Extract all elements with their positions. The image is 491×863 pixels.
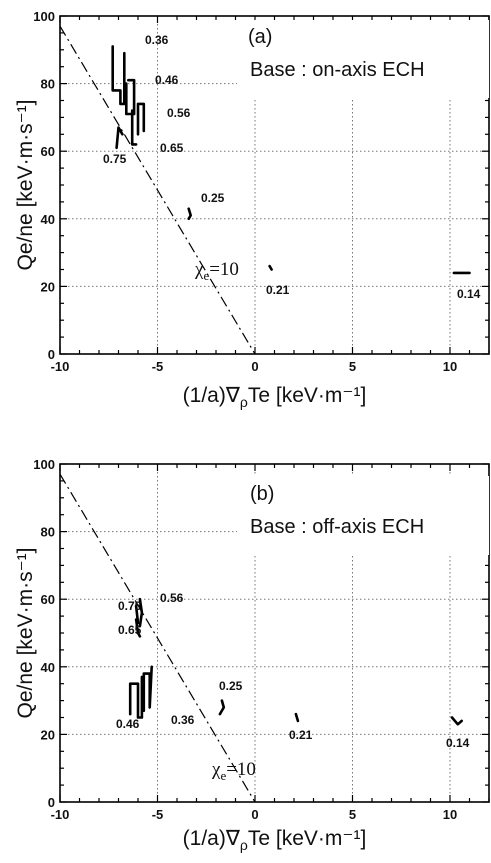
series-0.65 [130,109,138,146]
x-tick-label: -5 [152,807,164,822]
x-tick-label: -10 [51,807,70,822]
series-label-0.14: 0.14 [446,736,470,750]
series-0.75 [134,604,140,625]
series-label-0.25: 0.25 [201,191,225,205]
series-label-0.46: 0.46 [155,73,179,87]
x-tick-label: 0 [251,807,258,822]
series-0.21 [268,264,273,271]
chart-panel-a: -10 -5 0 5 10020406080100χe=100.360.460.560.… [14,9,490,410]
x-tick-label: 5 [349,807,356,822]
y-tick-label: 60 [41,592,55,607]
x-tick-label: -10 [51,359,70,374]
panel-label: (b) [250,483,274,505]
series-0.56 [136,102,146,136]
y-tick-label: 20 [41,279,55,294]
series-label-0.21: 0.21 [266,283,290,297]
x-tick-label: 10 [443,359,457,374]
series-0.75 [115,126,124,150]
series-0.14 [450,716,464,726]
series-label-0.14: 0.14 [457,287,481,301]
title-box [237,20,489,98]
chi-e-reference-line [59,25,256,355]
x-tick-label: 10 [443,807,457,822]
series-0.25 [218,699,226,716]
y-tick-label: 40 [41,660,55,675]
y-tick-label: 100 [33,9,55,24]
y-tick-label: 80 [41,77,55,92]
y-tick-label: 0 [48,347,55,362]
series-label-0.21: 0.21 [289,728,313,742]
series-label-0.65: 0.65 [160,141,184,155]
series-0.56 [138,597,144,628]
series-0.21 [294,712,300,723]
series-label-0.36: 0.36 [145,33,169,47]
series-label-0.75: 0.75 [103,152,127,166]
x-axis-title: (1/a)∇ρTe [keV·m⁻¹] [183,827,367,853]
title-box [237,476,489,555]
chart-panel-b: -10 -5 0 5 10020406080100χe=100.750.560.650.… [14,457,490,853]
series-0.46 [128,675,144,719]
x-tick-label: 0 [251,359,258,374]
x-tick-label: 5 [349,359,356,374]
series-label-0.56: 0.56 [160,591,184,605]
series-0.36 [111,45,126,106]
panel-label: (a) [248,26,272,48]
y-tick-label: 40 [41,212,55,227]
series-label-0.56: 0.56 [167,106,191,120]
y-axis-title: Qe/ne [keV·m·s⁻¹] [14,548,37,719]
chart-title: Base : off-axis ECH [250,516,424,538]
series-label-0.65: 0.65 [118,623,142,637]
series-label-0.36: 0.36 [171,713,195,727]
y-tick-label: 80 [41,525,55,540]
x-axis-title: (1/a)∇ρTe [keV·m⁻¹] [183,384,367,410]
chi-e-reference-line [59,473,256,803]
y-axis-title: Qe/ne [keV·m·s⁻¹] [14,100,37,271]
series-label-0.46: 0.46 [116,717,140,731]
y-tick-label: 60 [41,144,55,159]
y-tick-label: 0 [48,795,55,810]
y-tick-label: 20 [41,727,55,742]
series-0.46 [125,78,136,116]
series-0.65 [134,618,142,638]
chi-e-label: χe=10 [211,759,256,783]
y-tick-label: 100 [33,457,55,472]
series-label-0.75: 0.75 [118,599,142,613]
series-0.36 [142,665,153,713]
chart-title: Base : on-axis ECH [250,59,425,81]
series-label-0.25: 0.25 [219,679,243,693]
x-tick-label: -5 [152,359,164,374]
series-0.25 [187,207,192,221]
chi-e-label: χe=10 [194,259,239,283]
